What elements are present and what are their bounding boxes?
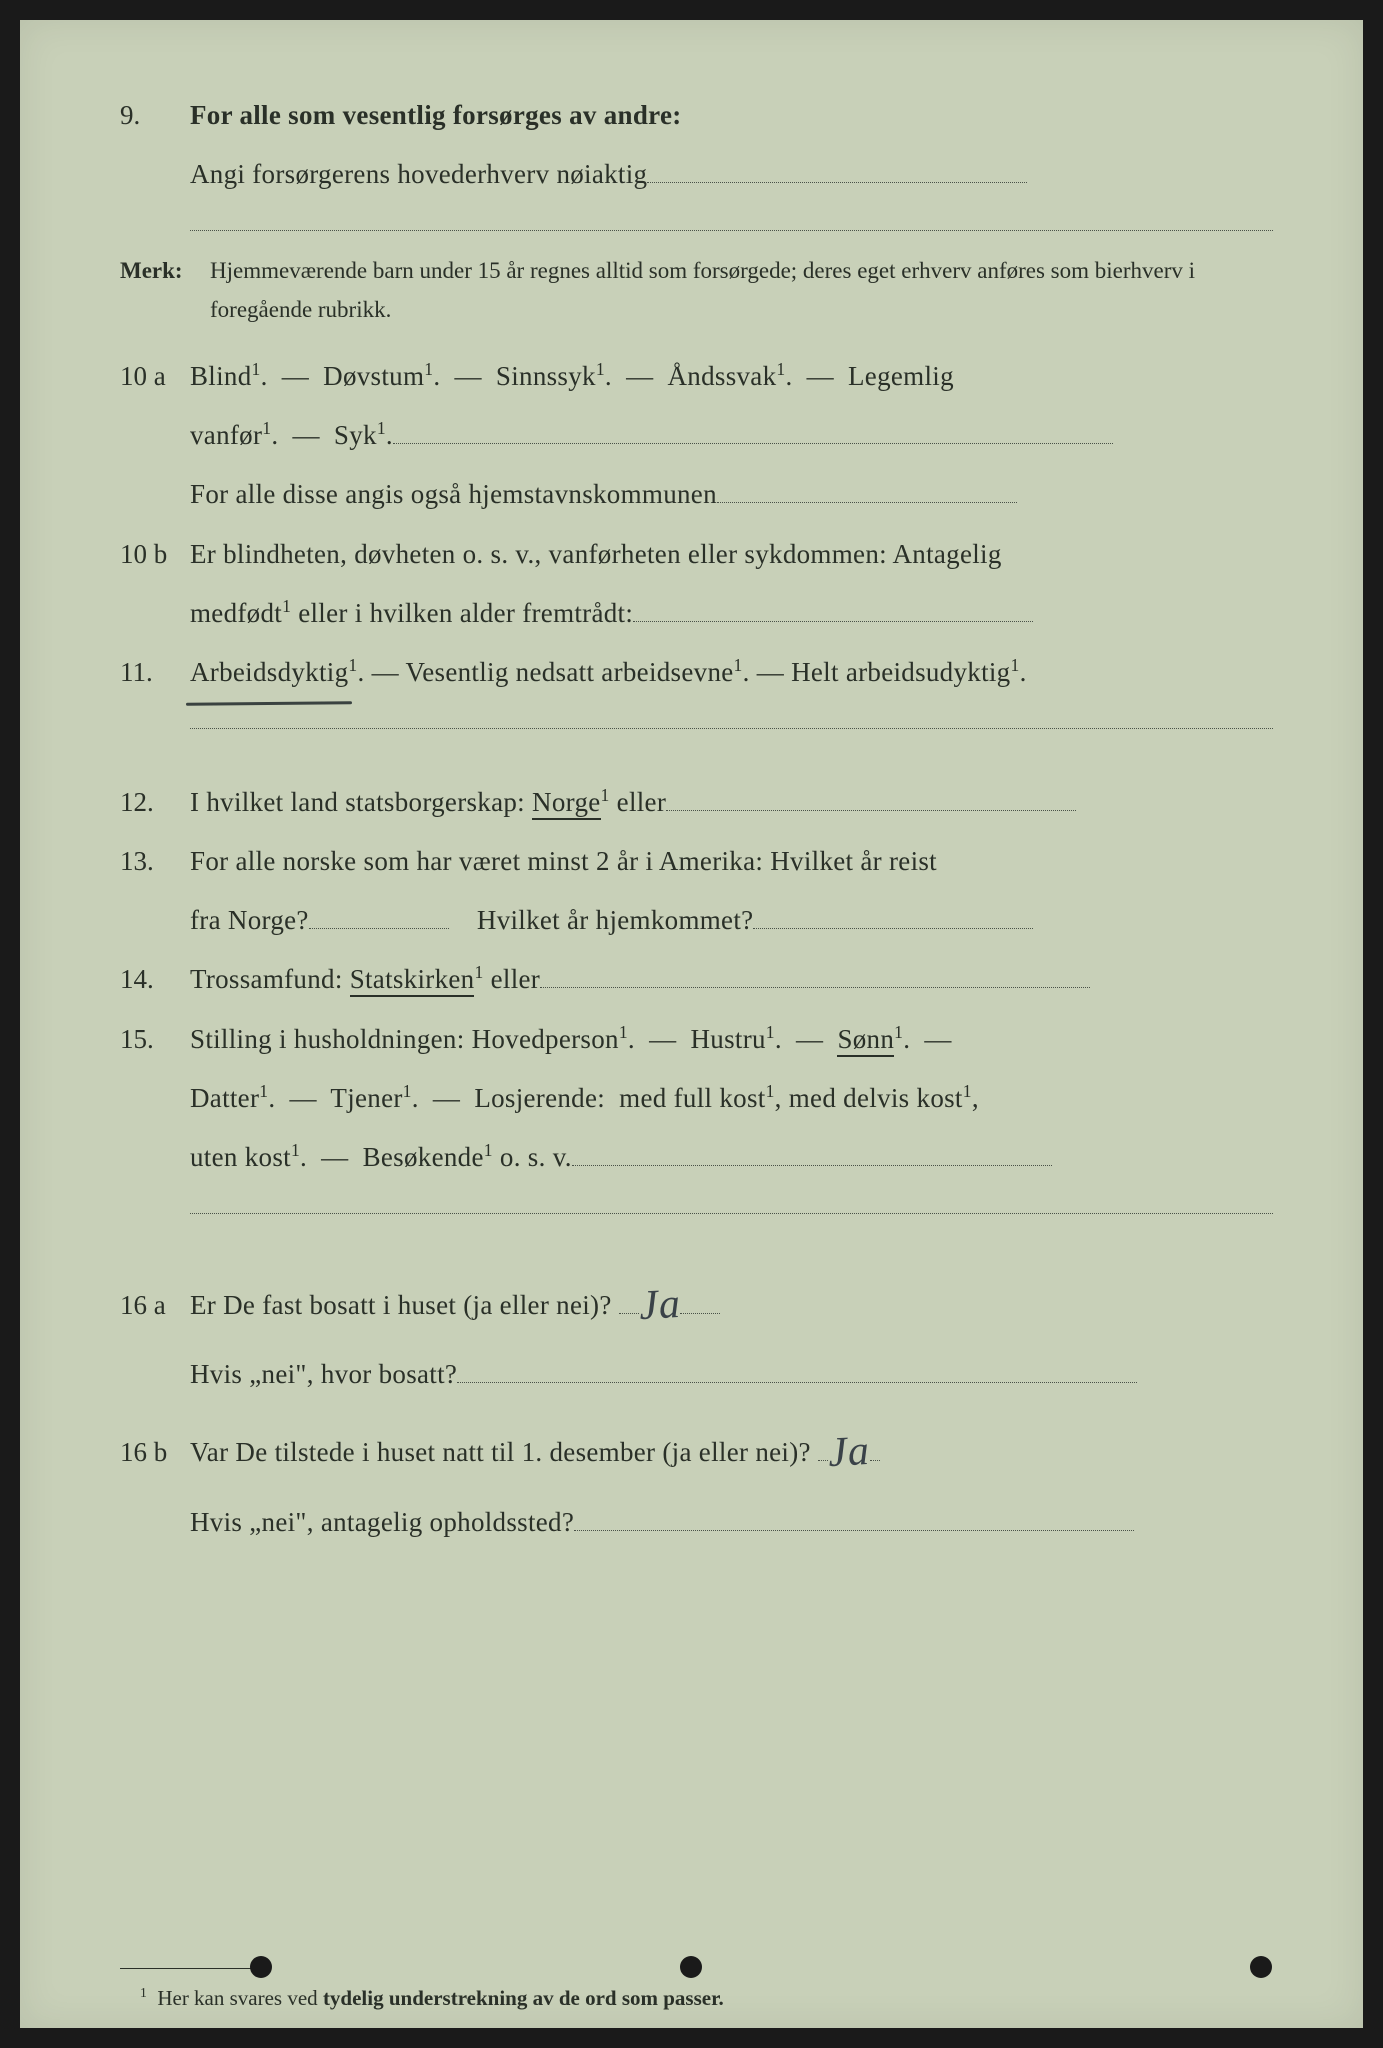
q15-selected: Sønn — [837, 1024, 894, 1057]
question-10b: 10 b Er blindheten, døvheten o. s. v., v… — [120, 529, 1273, 580]
q10b-text: Er blindheten, døvheten o. s. v., vanfør… — [190, 529, 1273, 580]
dotted-rule — [190, 727, 1273, 729]
q9-line2: Angi forsørgerens hovederhverv nøiaktig — [120, 149, 1273, 200]
question-16b: 16 b Var De tilstede i huset natt til 1.… — [120, 1409, 1273, 1489]
q11-opt3: Helt arbeidsudyktig — [791, 657, 1010, 687]
q16b-text: Var De tilstede i huset natt til 1. dese… — [190, 1437, 811, 1467]
question-12: 12. I hvilket land statsborgerskap: Norg… — [120, 777, 1273, 828]
q16b-number: 16 b — [120, 1427, 190, 1478]
q11-opt2: Vesentlig nedsatt arbeidsevne — [405, 657, 733, 687]
q15-line3: uten kost1. — Besøkende1 o. s. v. — [120, 1132, 1273, 1183]
question-15: 15. Stilling i husholdningen: Hovedperso… — [120, 1014, 1273, 1065]
q16b-followup: Hvis „nei", antagelig opholdssted? — [120, 1497, 1273, 1548]
punch-hole — [250, 1956, 272, 1978]
fill-line — [393, 417, 1113, 444]
question-13: 13. For alle norske som har været minst … — [120, 836, 1273, 887]
question-16a: 16 a Er De fast bosatt i huset (ja eller… — [120, 1262, 1273, 1342]
q10b-line2: medfødt1 eller i hvilken alder fremtrådt… — [120, 588, 1273, 639]
q16a-text: Er De fast bosatt i huset (ja eller nei)… — [190, 1290, 612, 1320]
dotted-rule — [190, 229, 1273, 231]
q10a-number: 10 a — [120, 351, 190, 402]
q11-selected: Arbeidsdyktig — [190, 647, 348, 698]
q9-number: 9. — [120, 90, 190, 141]
q14-statskirken: Statskirken — [350, 964, 475, 997]
fill-line — [753, 902, 1033, 929]
merk-label: Merk: — [120, 249, 210, 293]
merk-note: Merk: Hjemmeværende barn under 15 år reg… — [120, 249, 1273, 329]
footnote: 1 Her kan svares ved tydelig understrekn… — [120, 1985, 1273, 2011]
fill-line — [572, 1139, 1052, 1166]
fill-line — [647, 156, 1027, 183]
q15-line2: Datter1. — Tjener1. — Losjerende: med fu… — [120, 1073, 1273, 1124]
q16a-answer: Ja — [637, 1265, 683, 1347]
q10a-line3: For alle disse angis også hjemstavnskomm… — [120, 469, 1273, 520]
fill-line — [633, 595, 1033, 622]
q14-number: 14. — [120, 954, 190, 1005]
q16a-number: 16 a — [120, 1280, 190, 1331]
dotted-rule — [190, 1212, 1273, 1214]
q10a-line2: vanfør1. — Syk1. — [120, 410, 1273, 461]
q9-text: Angi forsørgerens hovederhverv nøiaktig — [190, 159, 647, 189]
q10a-options: Blind1. — Døvstum1. — Sinnssyk1. — Åndss… — [190, 351, 1273, 402]
q11-number: 11. — [120, 647, 190, 698]
q12-number: 12. — [120, 777, 190, 828]
q16a-followup: Hvis „nei", hvor bosatt? — [120, 1349, 1273, 1400]
q10b-number: 10 b — [120, 529, 190, 580]
question-11: 11. Arbeidsdyktig1. — Vesentlig nedsatt … — [120, 647, 1273, 698]
fill-line — [457, 1356, 1137, 1383]
footnote-rule — [120, 1968, 270, 1969]
merk-text: Hjemmeværende barn under 15 år regnes al… — [210, 251, 1273, 329]
fill-line — [717, 476, 1017, 503]
q16b-answer: Ja — [826, 1412, 872, 1494]
question-10a: 10 a Blind1. — Døvstum1. — Sinnssyk1. — … — [120, 351, 1273, 402]
q13-line2: fra Norge? Hvilket år hjemkommet? — [120, 895, 1273, 946]
fill-line — [540, 961, 1090, 988]
punch-hole — [680, 1956, 702, 1978]
fill-line — [574, 1504, 1134, 1531]
q15-number: 15. — [120, 1014, 190, 1065]
document-page: 9. For alle som vesentlig forsørges av a… — [20, 20, 1363, 2028]
q13-text: For alle norske som har været minst 2 år… — [190, 836, 1273, 887]
fill-line — [666, 784, 1076, 811]
q9-heading: For alle som vesentlig forsørges av andr… — [190, 90, 1273, 141]
q12-norge: Norge — [532, 787, 601, 820]
question-14: 14. Trossamfund: Statskirken1 eller — [120, 954, 1273, 1005]
punch-hole — [1250, 1956, 1272, 1978]
question-9: 9. For alle som vesentlig forsørges av a… — [120, 90, 1273, 141]
fill-line — [309, 902, 449, 929]
q13-number: 13. — [120, 836, 190, 887]
